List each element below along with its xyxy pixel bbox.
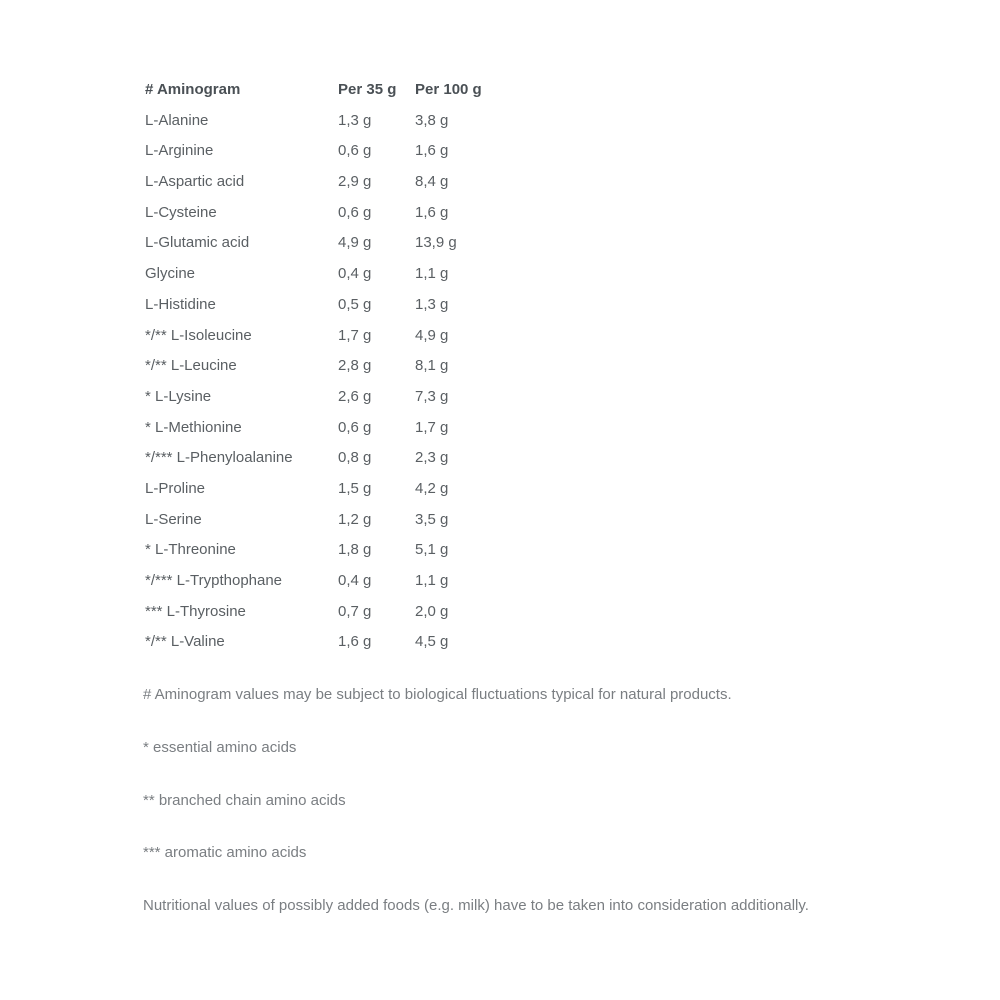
value-per-100g: 1,1 g (415, 572, 449, 589)
amino-acid-name: */** L-Valine (145, 633, 225, 651)
value-per-100g: 7,3 g (415, 387, 449, 405)
amino-acid-name: L-Alanine (145, 111, 209, 129)
amino-acid-name: * L-Methionine (145, 418, 242, 436)
value-per-35g: 2,8 g (338, 357, 372, 375)
value-per-35g: 0,6 g (338, 142, 372, 160)
value-per-35g: 1,2 g (338, 510, 372, 528)
value-per-35g: 0,4 g (338, 265, 372, 283)
value-per-35g: 1,3 g (338, 111, 372, 129)
amino-acid-name: L-Arginine (145, 142, 214, 160)
value-per-100g: 4,9 g (415, 326, 449, 344)
amino-acid-name: L-Serine (145, 510, 202, 528)
value-per-100g: 8,4 g (415, 173, 449, 191)
value-per-100g: 8,1 g (415, 357, 449, 375)
value-per-100g: 1,3 g (415, 295, 449, 313)
value-per-100g: 1,7 g (415, 418, 449, 436)
value-per-100g: 5,1 g (415, 541, 449, 559)
value-per-35g: 1,6 g (338, 633, 372, 651)
value-per-35g: 0,7 g (338, 602, 372, 620)
value-per-35g: 1,5 g (338, 479, 372, 497)
header-per-35g: Per 35 g (338, 81, 397, 98)
value-per-35g: 0,4 g (338, 572, 372, 589)
note-aminogram: # Aminogram values may be subject to bio… (143, 686, 732, 703)
value-per-35g: 0,8 g (338, 449, 372, 467)
value-per-35g: 2,9 g (338, 173, 372, 191)
value-per-100g: 3,8 g (415, 111, 449, 129)
value-per-100g: 2,3 g (415, 449, 449, 467)
value-per-35g: 1,8 g (338, 541, 372, 559)
amino-acid-name: */** L-Leucine (145, 357, 237, 375)
note-aromatic: *** aromatic amino acids (143, 844, 307, 861)
value-per-100g: 1,6 g (415, 203, 449, 221)
amino-acid-name: L-Histidine (145, 295, 216, 313)
value-per-35g: 0,5 g (338, 295, 372, 313)
value-per-100g: 13,9 g (415, 234, 457, 252)
value-per-100g: 4,5 g (415, 633, 449, 651)
amino-acid-name: */** L-Isoleucine (145, 326, 252, 344)
value-per-35g: 4,9 g (338, 234, 372, 252)
note-essential: * essential amino acids (143, 739, 297, 756)
value-per-35g: 0,6 g (338, 418, 372, 436)
header-aminogram: # Aminogram (145, 81, 241, 98)
value-per-100g: 4,2 g (415, 479, 449, 497)
amino-acid-name: L-Aspartic acid (145, 173, 245, 191)
value-per-100g: 1,6 g (415, 142, 449, 160)
amino-acid-name: * L-Lysine (145, 387, 212, 405)
amino-acid-name: L-Glutamic acid (145, 234, 250, 252)
value-per-35g: 0,6 g (338, 203, 372, 221)
amino-acid-name: L-Cysteine (145, 203, 217, 221)
header-per-100g: Per 100 g (415, 81, 482, 98)
amino-acid-name: * L-Threonine (145, 541, 236, 559)
note-added-foods: Nutritional values of possibly added foo… (143, 897, 809, 914)
value-per-35g: 2,6 g (338, 387, 372, 405)
amino-acid-name: */*** L-Phenyloalanine (145, 449, 293, 467)
value-per-100g: 1,1 g (415, 265, 449, 283)
note-bcaa: ** branched chain amino acids (143, 792, 346, 809)
value-per-100g: 3,5 g (415, 510, 449, 528)
amino-acid-name: L-Proline (145, 479, 206, 497)
amino-acid-name: Glycine (145, 265, 196, 283)
amino-acid-name: */*** L-Trypthophane (145, 572, 283, 589)
amino-acid-name: *** L-Thyrosine (145, 602, 246, 620)
value-per-35g: 1,7 g (338, 326, 372, 344)
value-per-100g: 2,0 g (415, 602, 449, 620)
